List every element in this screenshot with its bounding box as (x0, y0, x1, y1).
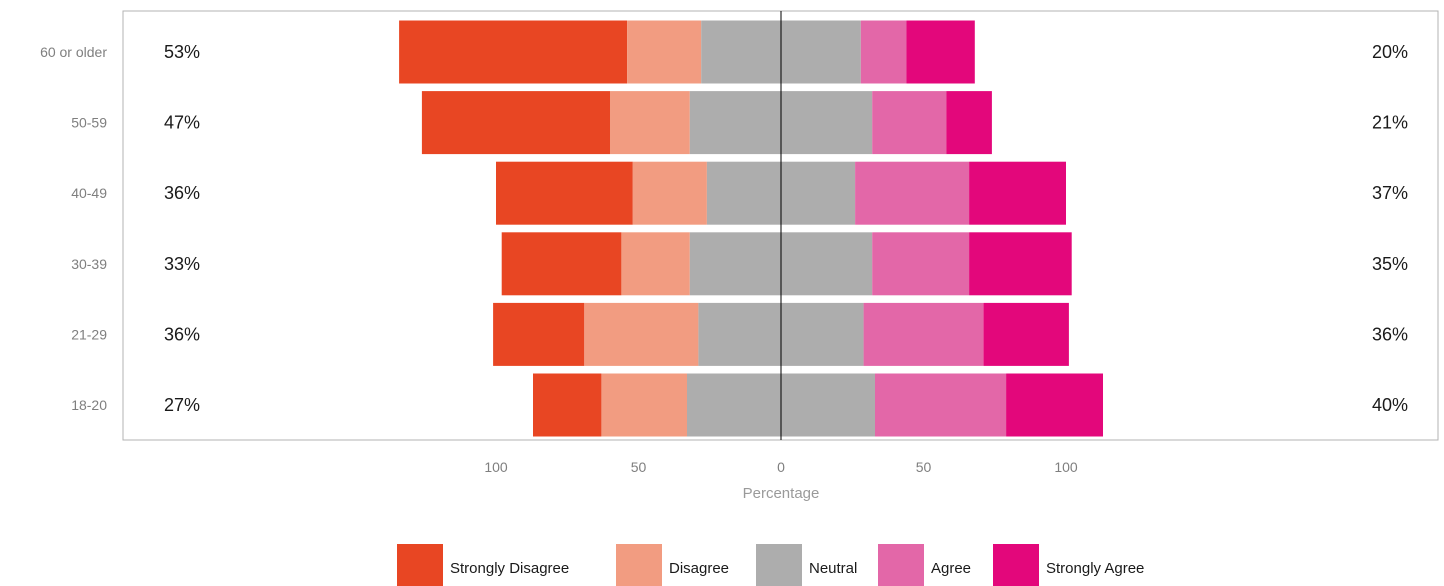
y-tick-label: 21-29 (71, 326, 107, 342)
bar-strongly-disagree-50-59 (421, 91, 610, 155)
bar-agree-40-49 (855, 161, 970, 225)
bars-group (399, 20, 1103, 437)
legend-swatch-disagree (616, 544, 662, 586)
left-percent-label: 36% (164, 324, 200, 344)
legend-swatch-agree (878, 544, 924, 586)
legend-label-disagree: Disagree (669, 560, 729, 577)
bar-disagree-18-20 (601, 373, 687, 437)
bar-disagree-21-29 (584, 302, 699, 366)
bar-agree-18-20 (875, 373, 1007, 437)
bar-strongly-agree-30-39 (969, 232, 1072, 296)
bar-strongly-agree-60-or-older (906, 20, 975, 84)
bar-strongly-disagree-21-29 (493, 302, 585, 366)
right-percent-label: 35% (1372, 254, 1408, 274)
legend-swatch-neutral (756, 544, 802, 586)
x-tick-labels: 100 50 0 50 100 (484, 459, 1078, 475)
bar-disagree-40-49 (632, 161, 707, 225)
left-percent-label: 36% (164, 183, 200, 203)
y-tick-label: 50-59 (71, 115, 107, 131)
legend-label-neutral: Neutral (809, 560, 857, 577)
x-axis-title: Percentage (743, 485, 820, 502)
bar-agree-30-39 (872, 232, 970, 296)
right-percent-label: 37% (1372, 183, 1408, 203)
legend-label-strongly-agree: Strongly Agree (1046, 560, 1144, 577)
right-percent-label: 20% (1372, 42, 1408, 62)
x-tick-label: 50 (631, 459, 647, 475)
x-tick-label: 100 (484, 459, 508, 475)
left-percent-label: 53% (164, 42, 200, 62)
bar-disagree-30-39 (621, 232, 690, 296)
percent-labels: 27% 36% 33% 36% 47% 53% 40% 36% 35% 37% 21% 20% (164, 42, 1408, 415)
bar-agree-21-29 (863, 302, 984, 366)
bar-agree-60-or-older (860, 20, 907, 84)
legend-swatch-strongly-agree (993, 544, 1039, 586)
legend-label-strongly-disagree: Strongly Disagree (450, 560, 569, 577)
bar-disagree-60-or-older (627, 20, 702, 84)
legend-swatch-strongly-disagree (397, 544, 443, 586)
bar-agree-50-59 (872, 91, 947, 155)
left-percent-label: 33% (164, 254, 200, 274)
bar-strongly-agree-21-29 (983, 302, 1069, 366)
right-percent-label: 21% (1372, 113, 1408, 133)
bar-strongly-disagree-30-39 (501, 232, 622, 296)
x-tick-label: 50 (916, 459, 932, 475)
y-tick-label: 18-20 (71, 397, 107, 413)
bar-strongly-agree-40-49 (969, 161, 1066, 225)
right-percent-label: 36% (1372, 324, 1408, 344)
y-tick-labels: 18-20 21-29 30-39 40-49 50-59 60 or older (40, 44, 107, 413)
y-tick-label: 30-39 (71, 256, 107, 272)
bar-strongly-disagree-18-20 (533, 373, 602, 437)
x-tick-label: 100 (1054, 459, 1078, 475)
legend: Strongly Disagree Disagree Neutral Agree Str… (397, 544, 1144, 586)
x-tick-label: 0 (777, 459, 785, 475)
bar-strongly-agree-50-59 (946, 91, 992, 155)
legend-label-agree: Agree (931, 560, 971, 577)
bar-strongly-disagree-40-49 (496, 161, 633, 225)
left-percent-label: 27% (164, 395, 200, 415)
bar-strongly-disagree-60-or-older (399, 20, 628, 84)
bar-strongly-agree-18-20 (1006, 373, 1103, 437)
left-percent-label: 47% (164, 113, 200, 133)
y-tick-label: 60 or older (40, 44, 107, 60)
right-percent-label: 40% (1372, 395, 1408, 415)
bar-disagree-50-59 (610, 91, 690, 155)
y-tick-label: 40-49 (71, 185, 107, 201)
